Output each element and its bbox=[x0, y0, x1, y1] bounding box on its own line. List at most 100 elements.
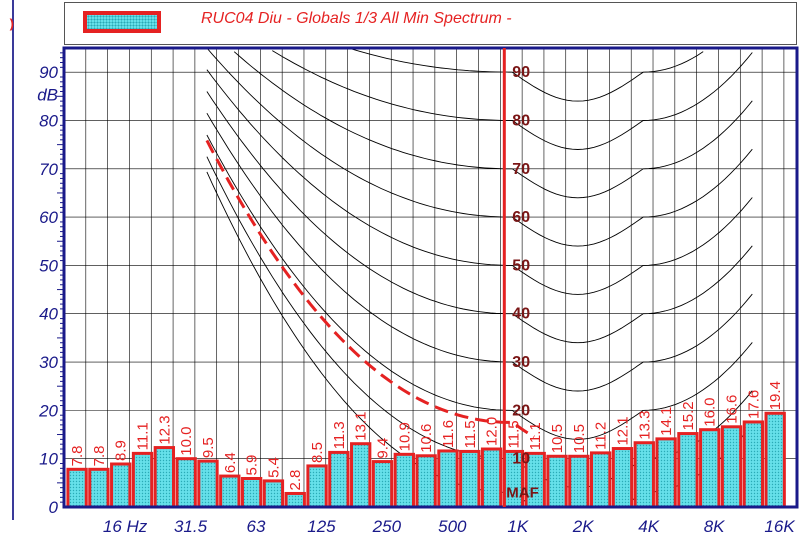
contour-line bbox=[233, 51, 753, 199]
bar-value-label: 13.1 bbox=[353, 412, 370, 441]
bar-value-label: 12.0 bbox=[484, 417, 501, 446]
spectrum-bar bbox=[459, 449, 481, 509]
spectrum-bar bbox=[350, 442, 372, 509]
spectrum-bar bbox=[197, 459, 219, 509]
bar-value-label: 11.5 bbox=[462, 420, 479, 448]
bar-value-label: 7.8 bbox=[91, 445, 108, 466]
bar-value-label: 2.8 bbox=[287, 470, 304, 491]
spectrum-bar bbox=[720, 425, 743, 509]
inner-scale-label: 80 bbox=[512, 112, 530, 129]
spectrum-bar bbox=[131, 451, 154, 509]
y-tick-label: 60 bbox=[39, 208, 58, 227]
y-axis-label: dB bbox=[37, 85, 58, 104]
y-tick-label: 70 bbox=[39, 160, 58, 179]
inner-scale-label: 20 bbox=[512, 402, 530, 419]
legend-label: RUC04 Diu - Globals 1/3 All Min Spectrum… bbox=[201, 10, 512, 27]
plot-frame bbox=[62, 46, 799, 509]
y-tick-label: 50 bbox=[39, 256, 58, 275]
inner-scale-label: 60 bbox=[512, 209, 530, 226]
bar-value-label: 14.1 bbox=[658, 407, 675, 436]
bar-value-label: 7.8 bbox=[69, 445, 86, 466]
contour-line bbox=[206, 134, 753, 440]
x-tick-label: 4K bbox=[638, 517, 659, 536]
bar-value-label: 10.5 bbox=[571, 424, 588, 453]
spectrum-bar bbox=[633, 441, 655, 509]
chart-legend: RUC04 Diu - Globals 1/3 All Min Spectrum… bbox=[64, 2, 797, 45]
bar-value-label: 16.0 bbox=[702, 397, 719, 426]
spectrum-bar bbox=[611, 447, 634, 509]
bar-value-label: 8.5 bbox=[309, 442, 326, 463]
spectrum-bar bbox=[677, 432, 699, 509]
left-panel-edge: ) bbox=[0, 0, 14, 520]
bar-value-label: 11.5 bbox=[505, 420, 522, 448]
spectrum-bar bbox=[437, 449, 459, 509]
x-tick-label: 500 bbox=[438, 517, 467, 536]
contour-line bbox=[206, 69, 753, 295]
spectrum-bar bbox=[546, 454, 568, 509]
threshold-dashed-curve bbox=[205, 139, 535, 439]
x-tick-label: 8K bbox=[704, 517, 725, 536]
spectrum-bar bbox=[110, 462, 132, 509]
bar-value-label: 10.6 bbox=[418, 424, 435, 453]
bar-value-label: 10.5 bbox=[549, 424, 566, 453]
x-tick-label: 125 bbox=[307, 517, 336, 536]
bar-value-label: 12.1 bbox=[614, 416, 631, 445]
bar-value-label: 11.6 bbox=[440, 420, 457, 448]
y-tick-label: 80 bbox=[39, 111, 58, 130]
bar-value-label: 10.0 bbox=[178, 426, 195, 455]
spectrum-bar bbox=[66, 467, 88, 509]
spectrum-bar bbox=[415, 454, 437, 509]
spectrum-bar bbox=[88, 467, 110, 509]
spectrum-bar bbox=[262, 479, 285, 509]
spectrum-bar bbox=[240, 476, 263, 509]
spectrum-bar bbox=[699, 428, 721, 509]
bar-value-label: 5.9 bbox=[244, 455, 261, 476]
bar-value-label: 16.6 bbox=[724, 395, 741, 424]
x-tick-label: 250 bbox=[372, 517, 402, 536]
chart-axes: 0 10 20 30 40 50 60 70 80 90 dB 10 20 30 40 50 60 70 80 90 M… bbox=[37, 46, 799, 536]
bar-value-label: 10.9 bbox=[396, 422, 413, 451]
inner-scale-label: 90 bbox=[512, 64, 530, 81]
bar-value-label: 8.9 bbox=[113, 440, 130, 461]
y-tick-label: 0 bbox=[49, 498, 59, 517]
bar-value-label: 17.6 bbox=[745, 390, 762, 419]
spectrum-bar bbox=[655, 437, 677, 509]
spectrum-bar bbox=[589, 451, 612, 509]
spectrum-bar bbox=[764, 411, 786, 509]
bar-value-label: 13.3 bbox=[636, 411, 653, 440]
spectrum-bar bbox=[568, 454, 590, 509]
left-panel-marker: ) bbox=[9, 16, 14, 31]
y-tick-label: 30 bbox=[39, 353, 58, 372]
contour-line bbox=[206, 91, 753, 344]
bar-value-label: 9.5 bbox=[200, 437, 217, 458]
legend-swatch bbox=[83, 11, 161, 33]
inner-scale-label: 50 bbox=[512, 257, 530, 274]
spectrum-bar bbox=[328, 450, 350, 509]
bar-value-labels: 7.8 7.8 8.911.1 12.3 10.0 9.56.4 5.9 5.42.88.51… bbox=[69, 381, 784, 490]
x-tick-label: 31.5 bbox=[174, 517, 208, 536]
contour-line bbox=[206, 47, 753, 247]
bar-value-label: 9.4 bbox=[375, 438, 392, 459]
bar-value-label: 19.4 bbox=[767, 381, 784, 410]
spectrum-bar bbox=[153, 446, 176, 509]
bar-value-label: 11.1 bbox=[135, 422, 152, 450]
bar-value-label: 6.4 bbox=[222, 452, 239, 473]
x-tick-label: 63 bbox=[247, 517, 266, 536]
inner-scale-label: 70 bbox=[512, 161, 530, 178]
contour-line bbox=[272, 50, 753, 150]
x-tick-label: 2K bbox=[572, 517, 594, 536]
x-tick-label: 16 Hz bbox=[103, 517, 148, 536]
spectrum-bar bbox=[175, 457, 197, 509]
maf-label: MAF bbox=[506, 484, 539, 501]
bar-value-label: 5.4 bbox=[265, 457, 282, 478]
inner-scale-label: 10 bbox=[512, 451, 530, 468]
bar-series bbox=[66, 411, 786, 509]
bar-value-label: 12.3 bbox=[156, 415, 173, 444]
y-tick-label: 90 bbox=[39, 63, 58, 82]
x-tick-label: 1K bbox=[507, 517, 528, 536]
inner-scale-label: 40 bbox=[512, 306, 530, 323]
x-tick-label: 16K bbox=[764, 517, 795, 536]
bar-value-label: 11.1 bbox=[527, 422, 544, 450]
